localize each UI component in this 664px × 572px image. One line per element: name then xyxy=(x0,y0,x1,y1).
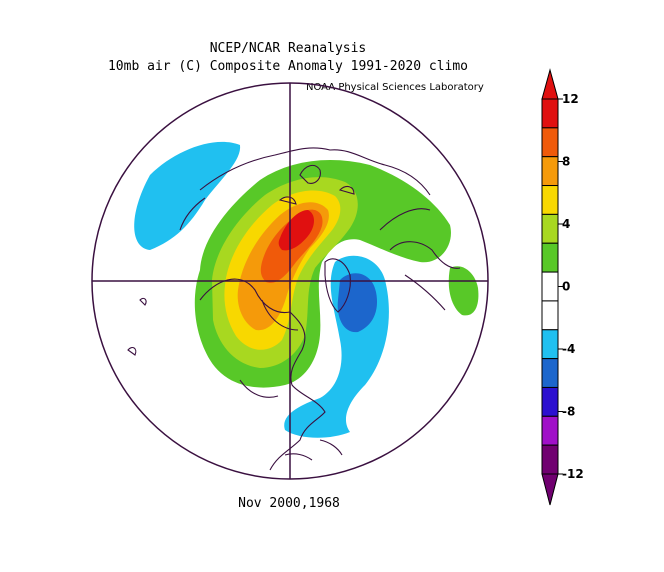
colorbar-band xyxy=(541,185,559,215)
colorbar-band xyxy=(541,127,559,158)
coast-north-america xyxy=(199,278,326,471)
graticule xyxy=(91,82,489,480)
colorbar-band xyxy=(541,444,559,475)
colorbar-top-triangle xyxy=(541,68,559,100)
chart-title: NCEP/NCAR Reanalysis xyxy=(209,41,367,56)
colorbar-tick-label: 0 xyxy=(562,280,570,294)
colorbar-tick-label: 4 xyxy=(562,217,570,231)
colorbar-band xyxy=(541,300,559,331)
colorbar-tick-label: -4 xyxy=(562,342,575,356)
coast-europe xyxy=(379,208,461,311)
coast-asia xyxy=(179,147,431,231)
chart-subtitle: 10mb air (C) Composite Anomaly 1991-2020… xyxy=(107,59,469,74)
colorbar-band xyxy=(541,386,559,417)
colorbar-tick-label: -12 xyxy=(562,467,584,481)
colorbar-tick-label: 8 xyxy=(562,155,570,169)
colorbar-band xyxy=(541,98,559,129)
coast-pacific-islands xyxy=(127,297,147,356)
anomaly-cyan-pacific xyxy=(134,141,241,250)
colorbar-band xyxy=(541,213,559,244)
anomaly-red xyxy=(278,210,314,251)
anomaly-field xyxy=(134,141,479,438)
colorbar-band xyxy=(541,271,559,302)
colorbar-band xyxy=(541,415,559,446)
date-label: Nov 2000,1968 xyxy=(238,496,340,511)
colorbar: 12 8 4 0 -4 -8 -12 xyxy=(541,68,584,506)
colorbar-bottom-triangle xyxy=(541,473,559,506)
coast-greenland xyxy=(324,258,351,313)
coast-caribbean xyxy=(284,439,343,461)
colorbar-band xyxy=(541,329,559,360)
map-boundary xyxy=(91,82,489,480)
colorbar-tick-label: -8 xyxy=(562,405,575,419)
credit-label: NOAA Physical Sciences Laboratory xyxy=(306,82,484,93)
anomaly-green-east xyxy=(448,266,479,316)
coastlines xyxy=(127,147,461,471)
colorbar-tick-label: 12 xyxy=(562,92,579,106)
colorbar-band xyxy=(541,242,559,273)
colorbar-band xyxy=(541,358,559,388)
anomaly-blue-center xyxy=(337,273,378,333)
colorbar-band xyxy=(541,156,559,187)
